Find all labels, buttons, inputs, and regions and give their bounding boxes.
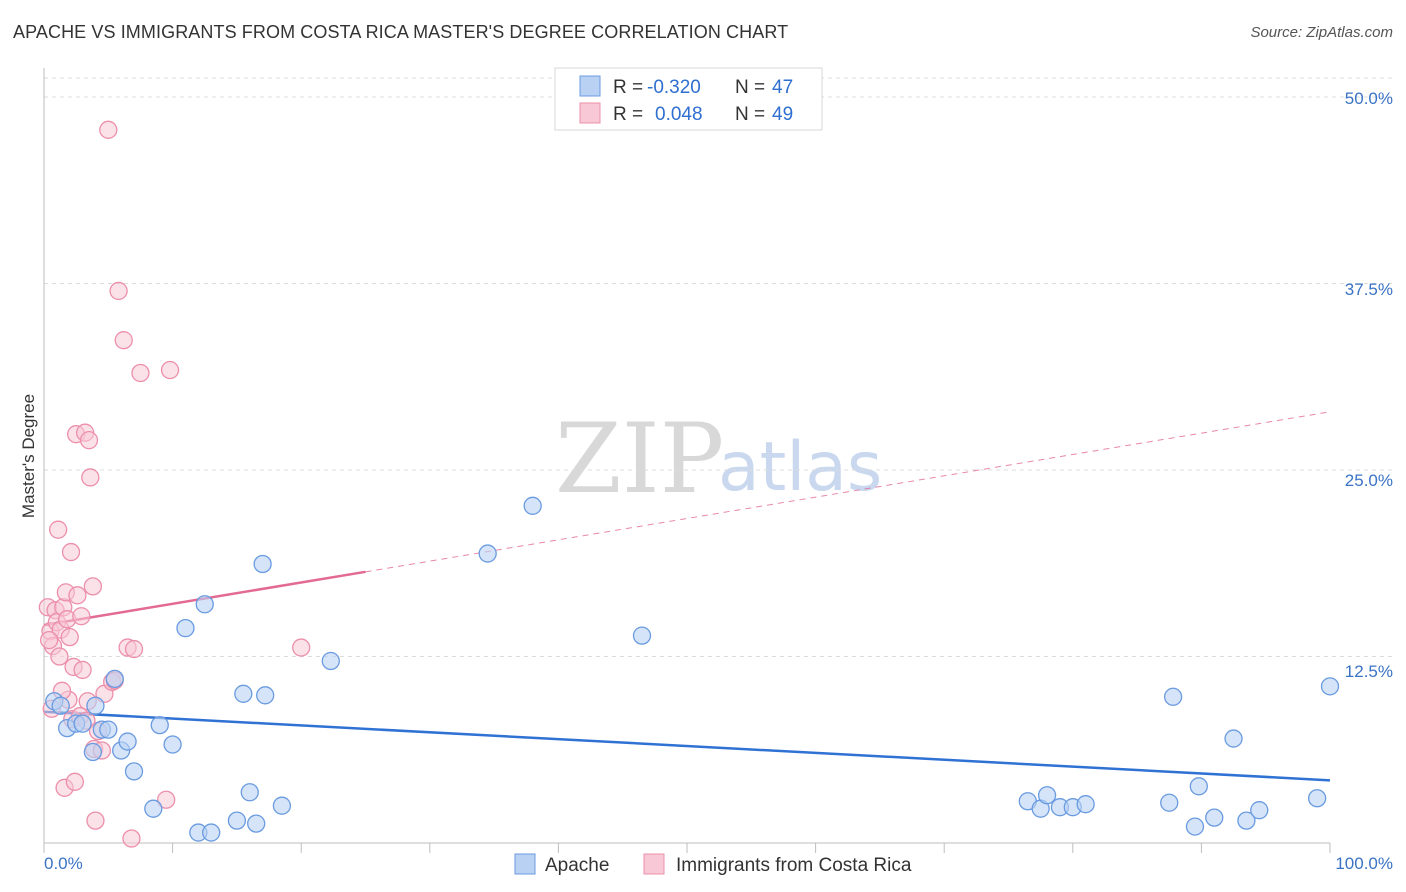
bottom-legend-swatch-apache [514, 853, 536, 875]
legend-swatch-costa-rica [579, 102, 601, 124]
point-apache [105, 669, 124, 689]
point-apache [272, 796, 292, 815]
legend-r-value-costa-rica: 0.048 [655, 104, 703, 125]
point-costa-rica [160, 360, 180, 380]
point-costa-rica [61, 542, 81, 562]
source-credit: Source: ZipAtlas.com [1250, 24, 1393, 41]
point-costa-rica [124, 639, 144, 659]
watermark-zip: ZIP [555, 403, 724, 515]
y-tick-label-25: 25.0% [1345, 471, 1393, 490]
point-apache [176, 619, 195, 638]
point-apache [256, 686, 275, 705]
bottom-legend-label-apache: Apache [545, 855, 609, 876]
point-apache [195, 595, 214, 614]
point-costa-rica [109, 281, 128, 301]
point-apache [234, 684, 253, 703]
point-apache [1307, 789, 1327, 808]
point-costa-rica [83, 577, 103, 596]
point-costa-rica [68, 586, 87, 605]
point-costa-rica [86, 811, 105, 830]
legend-n-label-costa-rica: N = [735, 104, 765, 125]
y-tick-label-50: 50.0% [1345, 89, 1393, 108]
point-apache [253, 554, 272, 574]
point-apache [73, 714, 92, 733]
legend-n-value-costa-rica: 49 [772, 104, 793, 125]
point-apache [1185, 817, 1205, 836]
point-apache [240, 783, 259, 802]
point-costa-rica [131, 363, 150, 383]
legend-r-value-apache: -0.320 [647, 77, 701, 98]
point-apache [83, 742, 103, 762]
point-costa-rica [50, 647, 69, 666]
point-apache [1160, 793, 1179, 812]
point-apache [86, 696, 105, 715]
point-apache [247, 814, 266, 833]
point-costa-rica [79, 431, 99, 450]
legend-box: R = -0.320 N = 47 R = 0.048 N = 49 [554, 67, 823, 131]
point-costa-rica [48, 520, 68, 539]
point-apache [118, 732, 137, 751]
point-costa-rica [99, 120, 118, 139]
point-apache [523, 496, 542, 515]
legend-swatch-apache [579, 75, 601, 97]
bottom-legend-swatch-costa-rica [643, 853, 665, 875]
point-apache [163, 735, 182, 754]
legend-r-label-costa-rica: R = [613, 104, 643, 125]
watermark-atlas: atlas [718, 428, 882, 507]
y-tick-label-12-5: 12.5% [1345, 662, 1393, 681]
point-apache [1189, 777, 1208, 796]
point-costa-rica [65, 772, 85, 791]
legend-n-value-apache: 47 [772, 77, 793, 98]
axes [43, 68, 1331, 853]
point-costa-rica [81, 468, 100, 487]
point-costa-rica [122, 829, 141, 848]
point-costa-rica [72, 607, 91, 626]
bottom-legend-label-costa-rica: Immigrants from Costa Rica [676, 855, 912, 876]
chart-title: APACHE VS IMMIGRANTS FROM COSTA RICA MAS… [13, 22, 789, 42]
point-apache [144, 799, 163, 818]
point-apache [1037, 786, 1057, 805]
data-points [38, 120, 1340, 848]
x-tick-label-max: 100.0% [1335, 854, 1393, 873]
point-apache [1250, 801, 1269, 820]
legend-n-label-apache: N = [735, 77, 765, 98]
point-apache [1163, 687, 1183, 706]
trend-line-costa-rica-dashed [365, 411, 1331, 573]
point-apache [1224, 729, 1243, 748]
point-costa-rica [60, 627, 79, 647]
point-apache [632, 626, 652, 645]
point-apache [1237, 811, 1256, 830]
gridlines [44, 77, 1393, 657]
point-apache [1076, 795, 1095, 814]
point-costa-rica [292, 638, 311, 657]
x-tick-label-min: 0.0% [44, 854, 83, 873]
point-apache [99, 720, 118, 739]
point-apache [202, 823, 221, 842]
point-apache [321, 651, 340, 671]
point-apache [150, 715, 169, 735]
point-apache [124, 762, 144, 781]
point-costa-rica [157, 790, 176, 809]
point-apache [478, 544, 497, 563]
point-apache [227, 811, 247, 830]
point-apache [51, 696, 70, 715]
legend-r-label-apache: R = [613, 77, 643, 98]
point-costa-rica [73, 660, 92, 680]
point-costa-rica [39, 630, 59, 650]
point-apache [1320, 677, 1340, 696]
y-tick-label-37-5: 37.5% [1345, 280, 1393, 299]
point-costa-rica [114, 331, 133, 350]
point-apache [1205, 808, 1224, 827]
bottom-legend: Apache Immigrants from Costa Rica [514, 853, 912, 876]
trend-line-apache [43, 710, 1331, 782]
y-axis-label: Master's Degree [19, 394, 38, 518]
